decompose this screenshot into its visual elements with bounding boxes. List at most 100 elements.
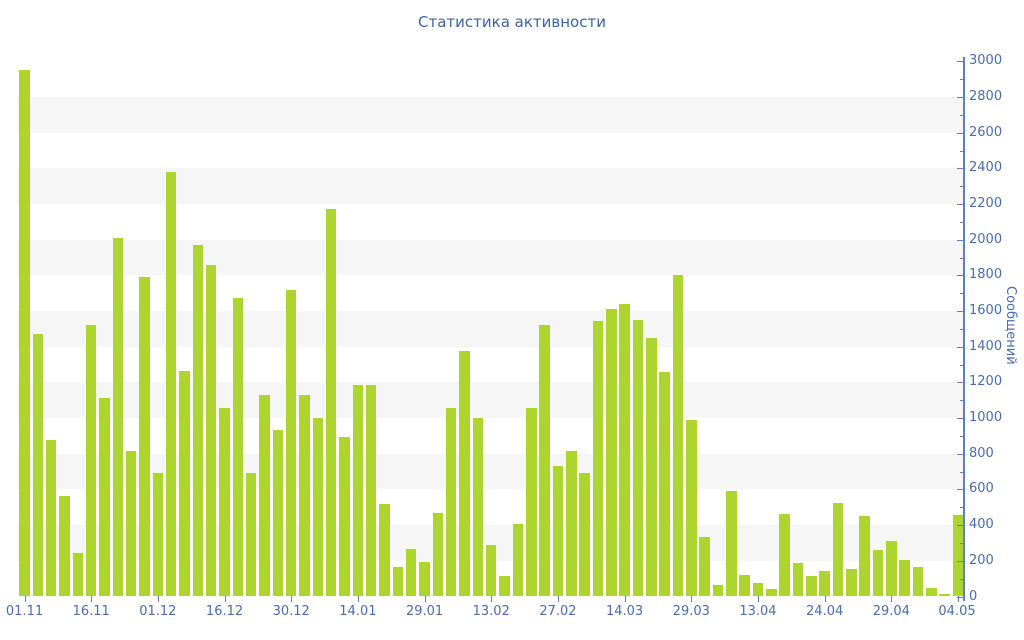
y-tick-label: 2000 [969,231,1003,247]
bar [646,337,657,597]
y-tick-label: 800 [969,445,994,461]
bar [592,320,604,597]
bar [552,466,564,597]
bar [539,325,550,597]
bar [405,549,417,597]
x-tick [757,595,759,602]
bar [846,568,857,597]
bar [686,419,697,597]
y-tick-minor [960,435,964,437]
x-tick-label: 29.04 [872,603,910,619]
bar [232,297,244,597]
chart-title: Статистика активности [418,13,606,31]
bar [179,370,190,597]
x-tick [224,595,226,602]
bar [485,544,497,597]
y-tick-minor [960,221,964,223]
bar [739,575,750,597]
bar [459,351,470,597]
y-tick-major [957,453,964,455]
bar [219,408,230,597]
bar [699,536,710,597]
bar [72,552,84,597]
y-tick-major [957,489,964,491]
bar [125,451,137,597]
bar [272,429,284,597]
y-tick-minor [960,578,964,580]
x-tick [491,595,493,602]
grid-stripe [17,96,963,133]
y-tick-major [957,418,964,420]
bar [165,171,177,597]
bar [472,418,484,597]
x-tick-label: 14.01 [339,603,377,619]
bar [872,550,884,597]
y-tick-major [957,596,964,598]
y-tick-label: 400 [969,517,994,533]
y-tick-label: 1400 [969,338,1003,354]
bar [312,418,324,597]
x-tick [624,595,626,602]
bar [205,264,217,597]
y-tick-minor [960,507,964,509]
y-tick-minor [960,186,964,188]
x-tick [891,595,893,602]
y-tick-major [957,525,964,527]
y-tick-label: 200 [969,552,994,568]
bar [392,567,404,597]
y-tick-minor [960,293,964,295]
bar [99,398,110,597]
bar [726,491,737,597]
bar [899,559,910,597]
bar [806,575,817,597]
bar [819,570,830,597]
bar [832,502,844,597]
y-tick-label: 2800 [969,88,1003,104]
bar [579,473,590,597]
grid-stripe [17,239,963,276]
grid-stripe [17,311,963,347]
bar [325,209,337,597]
bar [85,325,97,597]
grid-stripe [17,382,963,419]
bar [445,408,457,597]
y-tick-label: 1600 [969,303,1003,319]
y-tick-minor [960,400,964,402]
y-tick-major [957,204,964,206]
bar [45,439,57,597]
bar [139,277,150,597]
y-tick-major [957,311,964,313]
y-axis-line [963,57,965,602]
y-tick-minor [960,471,964,473]
y-tick-major [957,346,964,348]
bar [952,515,964,597]
grid-stripe [17,168,963,204]
x-tick [357,595,359,602]
bar [886,541,897,597]
bar [672,275,684,597]
bar [632,319,644,597]
x-tick-label: 27.02 [539,603,577,619]
y-tick-major [957,132,964,134]
x-tick-label: 04.05 [938,603,976,619]
y-tick-minor [960,364,964,366]
bar [499,575,510,597]
x-tick-label: 29.01 [405,603,444,619]
y-tick-label: 1800 [969,267,1003,283]
bar [926,587,937,597]
bar [752,583,764,597]
y-tick-label: 2600 [969,124,1003,140]
x-tick [691,595,693,602]
x-tick [824,595,826,602]
x-tick-label: 14.03 [605,603,644,619]
bar [339,436,350,597]
y-tick-label: 1000 [969,410,1003,426]
bar [912,567,924,597]
bar [659,371,670,597]
bar [245,473,257,597]
bar [606,309,617,597]
bar [779,514,790,597]
y-tick-major [957,96,964,98]
y-tick-label: 600 [969,481,994,497]
